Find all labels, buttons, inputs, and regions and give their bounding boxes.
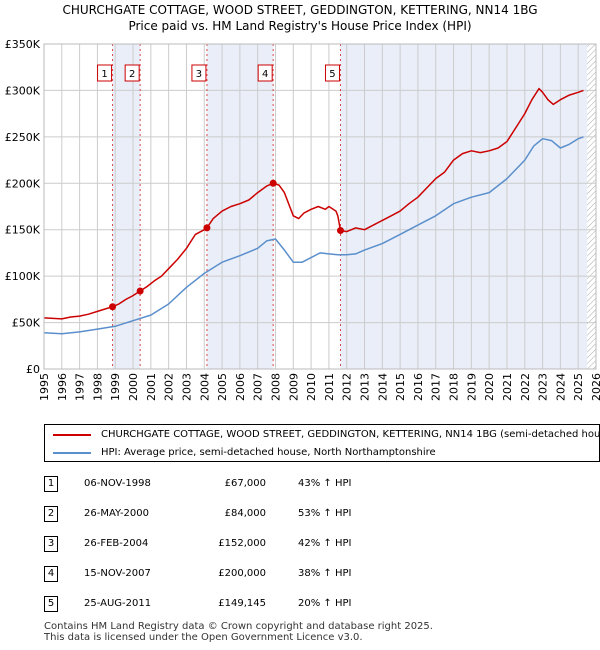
sale-annotation: 3 xyxy=(191,64,207,82)
x-tick-label: 2002 xyxy=(163,373,176,401)
sale-annotation-box xyxy=(191,64,207,82)
sale-annotation-box xyxy=(124,64,140,82)
shaded-span xyxy=(340,44,588,369)
chart-title-line2: Price paid vs. HM Land Registry's House … xyxy=(128,19,472,33)
sale-annotation: 5 xyxy=(324,64,340,82)
y-tick-label: £0 xyxy=(26,363,40,376)
x-tick-label: 1997 xyxy=(74,373,87,401)
sale-annotation: 1 xyxy=(97,64,113,82)
sale-number: 3 xyxy=(44,536,58,552)
x-tick-label: 2011 xyxy=(323,373,336,401)
y-tick-label: £150K xyxy=(5,224,41,237)
x-tick-label: 2014 xyxy=(376,373,389,401)
legend-label-hpi: HPI: Average price, semi-detached house,… xyxy=(101,447,436,458)
sale-point xyxy=(109,303,117,311)
sale-number: 2 xyxy=(44,506,58,522)
x-tick-label: 2005 xyxy=(216,373,229,401)
price-chart: 1 2 3 4 5 £0 £50K £100K £150K £200K £250K £300K £350… xyxy=(5,38,600,401)
footer-copyright: Contains HM Land Registry data © Crown c… xyxy=(44,621,433,632)
sale-number: 4 xyxy=(44,566,58,582)
x-tick-label: 1998 xyxy=(91,373,104,401)
x-tick-label: 2026 xyxy=(590,373,600,401)
x-tick-label: 2006 xyxy=(234,373,247,401)
sale-price: £200,000 xyxy=(218,568,266,579)
sale-annotation: 4 xyxy=(257,64,273,82)
sale-hpi-change: 38% ↑ HPI xyxy=(298,568,352,579)
x-tick-label: 2019 xyxy=(465,373,478,401)
sale-annotation-box xyxy=(97,64,113,82)
y-tick-label: £300K xyxy=(5,84,41,97)
footer: Contains HM Land Registry data © Crown c… xyxy=(44,621,433,643)
x-tick-label: 2024 xyxy=(554,373,567,401)
sale-date: 06-NOV-1998 xyxy=(84,478,151,489)
footer-licence: This data is licensed under the Open Gov… xyxy=(44,632,363,643)
x-tick-label: 2000 xyxy=(127,373,140,401)
y-tick-label: £250K xyxy=(5,131,41,144)
x-tick-label: 1999 xyxy=(109,373,122,401)
y-tick-label: £100K xyxy=(5,270,41,283)
x-tick-label: 2017 xyxy=(430,373,443,401)
sale-hpi-change: 20% ↑ HPI xyxy=(298,598,352,609)
x-tick-label: 2012 xyxy=(341,373,354,401)
sale-annotation-box xyxy=(257,64,273,82)
y-tick-label: £200K xyxy=(5,177,41,190)
sale-annotation: 2 xyxy=(124,64,140,82)
sale-date: 25-AUG-2011 xyxy=(84,598,152,609)
sale-annotation-box xyxy=(324,64,340,82)
sale-hpi-change: 53% ↑ HPI xyxy=(298,508,352,519)
x-tick-label: 2013 xyxy=(359,373,372,401)
x-tick-label: 2009 xyxy=(287,373,300,401)
sale-point xyxy=(203,224,211,232)
x-tick-label: 2010 xyxy=(305,373,318,401)
sale-price: £67,000 xyxy=(224,478,266,489)
sale-number: 1 xyxy=(44,476,58,492)
x-tick-label: 2001 xyxy=(145,373,158,401)
sale-price: £152,000 xyxy=(218,538,266,549)
x-tick-label: 2023 xyxy=(537,373,550,401)
x-tick-label: 2004 xyxy=(198,373,211,401)
x-tick-label: 1995 xyxy=(38,373,51,401)
sale-point xyxy=(136,287,144,295)
legend-swatch-property xyxy=(53,434,91,436)
x-tick-label: 2021 xyxy=(501,373,514,401)
x-tick-label: 2008 xyxy=(269,373,282,401)
plot-frame xyxy=(43,43,597,370)
sale-date: 26-MAY-2000 xyxy=(84,508,150,519)
hpi-series-line xyxy=(43,136,584,335)
sale-annotation-label: 4 xyxy=(262,69,268,80)
x-tick-label: 2020 xyxy=(483,373,496,401)
legend: CHURCHGATE COTTAGE, WOOD STREET, GEDDING… xyxy=(44,424,600,462)
x-tick-label: 2003 xyxy=(180,373,193,401)
x-tick-label: 2025 xyxy=(572,373,585,401)
x-tick-label: 1996 xyxy=(56,373,69,401)
property-series-line xyxy=(43,87,584,320)
shaded-span xyxy=(112,44,141,369)
sale-price: £149,145 xyxy=(218,598,266,609)
y-tick-label: £50K xyxy=(12,317,41,330)
sale-date: 26-FEB-2004 xyxy=(84,538,149,549)
legend-label-property: CHURCHGATE COTTAGE, WOOD STREET, GEDDING… xyxy=(101,429,600,440)
x-tick-label: 2018 xyxy=(448,373,461,401)
sale-point xyxy=(269,179,277,187)
x-tick-label: 2016 xyxy=(412,373,425,401)
sale-hpi-change: 42% ↑ HPI xyxy=(298,538,352,549)
sale-annotation-label: 1 xyxy=(101,69,107,80)
sale-date: 15-NOV-2007 xyxy=(84,568,151,579)
y-tick-label: £350K xyxy=(5,38,41,51)
x-tick-label: 2015 xyxy=(394,373,407,401)
x-tick-label: 2022 xyxy=(519,373,532,401)
legend-swatch-hpi xyxy=(53,452,91,454)
sale-price: £84,000 xyxy=(224,508,266,519)
x-tick-label: 2007 xyxy=(252,373,265,401)
sale-annotation-label: 3 xyxy=(196,69,202,80)
forecast-region xyxy=(587,44,596,369)
chart-title-line1: CHURCHGATE COTTAGE, WOOD STREET, GEDDING… xyxy=(62,3,538,17)
sale-number: 5 xyxy=(44,596,58,612)
sale-annotation-label: 2 xyxy=(129,69,135,80)
sale-annotation-label: 5 xyxy=(329,69,335,80)
sale-hpi-change: 43% ↑ HPI xyxy=(298,478,352,489)
sale-point xyxy=(336,227,344,235)
